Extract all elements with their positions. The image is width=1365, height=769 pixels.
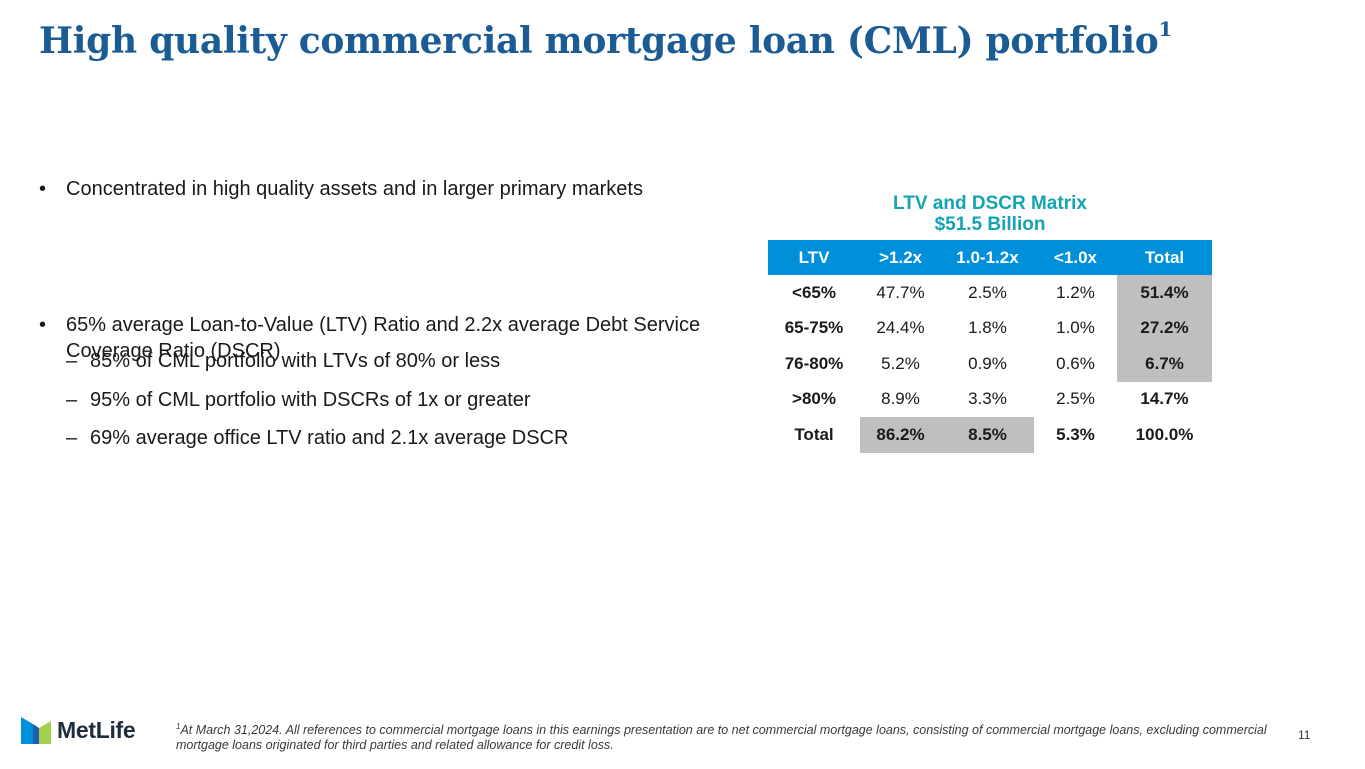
metlife-logo: MetLife [21, 715, 136, 745]
column-header: LTV [768, 240, 860, 275]
table-cell: 8.9% [881, 389, 920, 409]
sub-bullet-item: –95% of CML portfolio with DSCRs of 1x o… [66, 389, 531, 411]
row-label: 65-75% [784, 318, 844, 338]
title-footnote-marker: 1 [1158, 17, 1173, 41]
table-cell: 2.5% [1056, 389, 1095, 409]
bullet-dot-icon: • [39, 314, 47, 336]
dash-icon: – [66, 389, 78, 411]
table-row: >80% 8.9% 3.3% 2.5% 14.7% [768, 382, 1212, 418]
footnote-marker: 1 [176, 722, 181, 731]
table-cell-total: 5.3% [1056, 424, 1095, 444]
table-cell: 5.2% [881, 353, 920, 373]
row-label: 76-80% [784, 353, 844, 373]
column-header: >1.2x [860, 240, 941, 275]
table-cell-total: 51.4% [1117, 275, 1212, 311]
table-cell-total: 100.0% [1135, 424, 1194, 444]
sub-bullet-item: –69% average office LTV ratio and 2.1x a… [66, 427, 569, 449]
page-title: High quality commercial mortgage loan (C… [39, 17, 1173, 62]
table-cell-total: 27.2% [1117, 310, 1212, 346]
table-cell: 3.3% [968, 389, 1007, 409]
dash-icon: – [66, 350, 78, 372]
table-cell-total: 86.2% [860, 417, 941, 453]
sub-bullet-item: –85% of CML portfolio with LTVs of 80% o… [66, 350, 501, 372]
column-header: Total [1117, 240, 1212, 275]
column-header: 1.0-1.2x [941, 240, 1034, 275]
table-row: 76-80% 5.2% 0.9% 0.6% 6.7% [768, 346, 1212, 382]
table-cell: 1.0% [1056, 318, 1095, 338]
table-cell: 1.8% [968, 318, 1007, 338]
table-row: 65-75% 24.4% 1.8% 1.0% 27.2% [768, 310, 1212, 346]
matrix-subtitle: $51.5 Billion [934, 214, 1046, 235]
table-row-total: Total 86.2% 8.5% 5.3% 100.0% [768, 417, 1212, 453]
table-cell: 0.6% [1056, 353, 1095, 373]
table-cell-total: 6.7% [1117, 346, 1212, 382]
table-cell: 47.7% [876, 282, 925, 302]
table-cell: 24.4% [876, 318, 925, 338]
ltv-dscr-matrix-table: LTV >1.2x 1.0-1.2x <1.0x Total <65% 47.7… [768, 240, 1212, 453]
table-cell-total: 14.7% [1140, 389, 1189, 409]
table-cell: 0.9% [968, 353, 1007, 373]
page-number: 11 [1298, 728, 1311, 742]
column-header: <1.0x [1034, 240, 1117, 275]
bullet-item: • 65% average Loan-to-Value (LTV) Ratio … [39, 314, 701, 362]
dash-icon: – [66, 427, 78, 449]
row-label: >80% [792, 389, 836, 409]
row-label: Total [794, 424, 834, 444]
table-cell: 1.2% [1056, 282, 1095, 302]
matrix-title: LTV and DSCR Matrix $51.5 Billion [860, 193, 1120, 235]
bullet-list: • Concentrated in high quality assets an… [39, 176, 729, 449]
table-cell: 2.5% [968, 282, 1007, 302]
bullet-dot-icon: • [39, 178, 47, 200]
bullet-item: • Concentrated in high quality assets an… [39, 178, 643, 200]
table-header-row: LTV >1.2x 1.0-1.2x <1.0x Total [768, 240, 1212, 275]
metlife-logo-icon [21, 717, 51, 744]
table-row: <65% 47.7% 2.5% 1.2% 51.4% [768, 275, 1212, 311]
row-label: <65% [792, 282, 836, 302]
table-cell-total: 8.5% [941, 417, 1034, 453]
footnote: 1At March 31,2024. All references to com… [176, 722, 1267, 753]
